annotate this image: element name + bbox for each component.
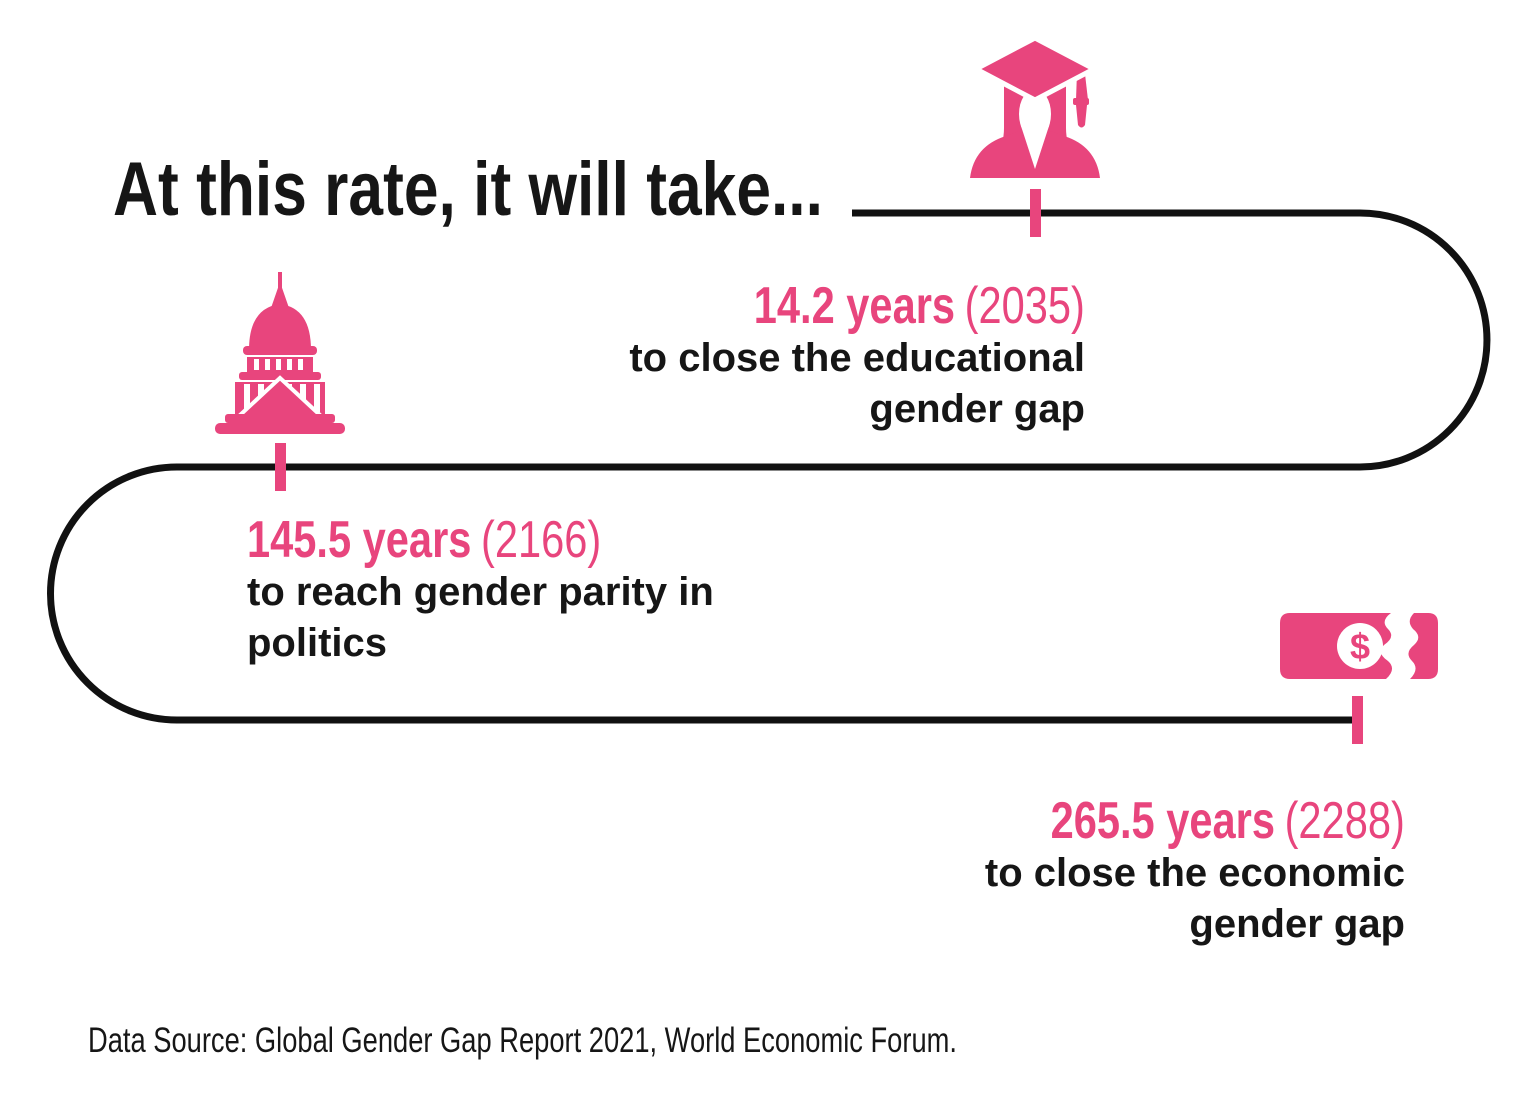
description-line: gender gap — [1189, 902, 1405, 946]
education-stat-line: 14.2 years (2035) — [754, 280, 1085, 332]
page-title: At this rate, it will take... — [113, 147, 823, 232]
economy-stat-line: 265.5 years (2288) — [1051, 795, 1405, 847]
duration-value: 14.2 years — [753, 277, 956, 335]
target-year: (2166) — [481, 511, 602, 569]
data-source: Data Source: Global Gender Gap Report 20… — [88, 1021, 957, 1060]
economy-description: to close the economic gender gap — [985, 848, 1405, 950]
description-line: gender gap — [869, 387, 1085, 431]
graduate-icon — [970, 36, 1100, 178]
education-description: to close the educational gender gap — [629, 333, 1085, 435]
description-line: to reach gender parity in — [247, 570, 714, 614]
duration-value: 145.5 years — [247, 511, 472, 569]
dollar-sign-icon: $ — [1350, 626, 1370, 667]
duration-value: 265.5 years — [1050, 792, 1276, 850]
description-line: to close the economic — [984, 851, 1405, 895]
capitol-icon — [215, 272, 345, 434]
target-year: (2035) — [964, 277, 1085, 335]
politics-description: to reach gender parity in politics — [247, 567, 714, 669]
timeline-tick-politics — [275, 443, 286, 491]
torn-banknote-icon: $ — [1280, 613, 1438, 679]
timeline-tick-education — [1030, 189, 1041, 237]
timeline-path — [47, 209, 1491, 724]
politics-stat-line: 145.5 years (2166) — [247, 514, 601, 566]
target-year: (2288) — [1284, 792, 1405, 850]
timeline-tick-economy — [1352, 696, 1363, 744]
description-line: to close the educational — [629, 336, 1085, 380]
description-line: politics — [247, 621, 388, 665]
